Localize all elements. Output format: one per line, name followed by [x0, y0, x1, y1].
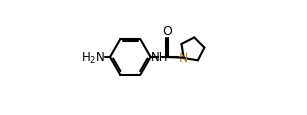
- Text: O: O: [162, 24, 172, 37]
- Text: H$_2$N: H$_2$N: [81, 50, 105, 65]
- Text: NH: NH: [151, 51, 169, 64]
- Text: N: N: [179, 52, 188, 64]
